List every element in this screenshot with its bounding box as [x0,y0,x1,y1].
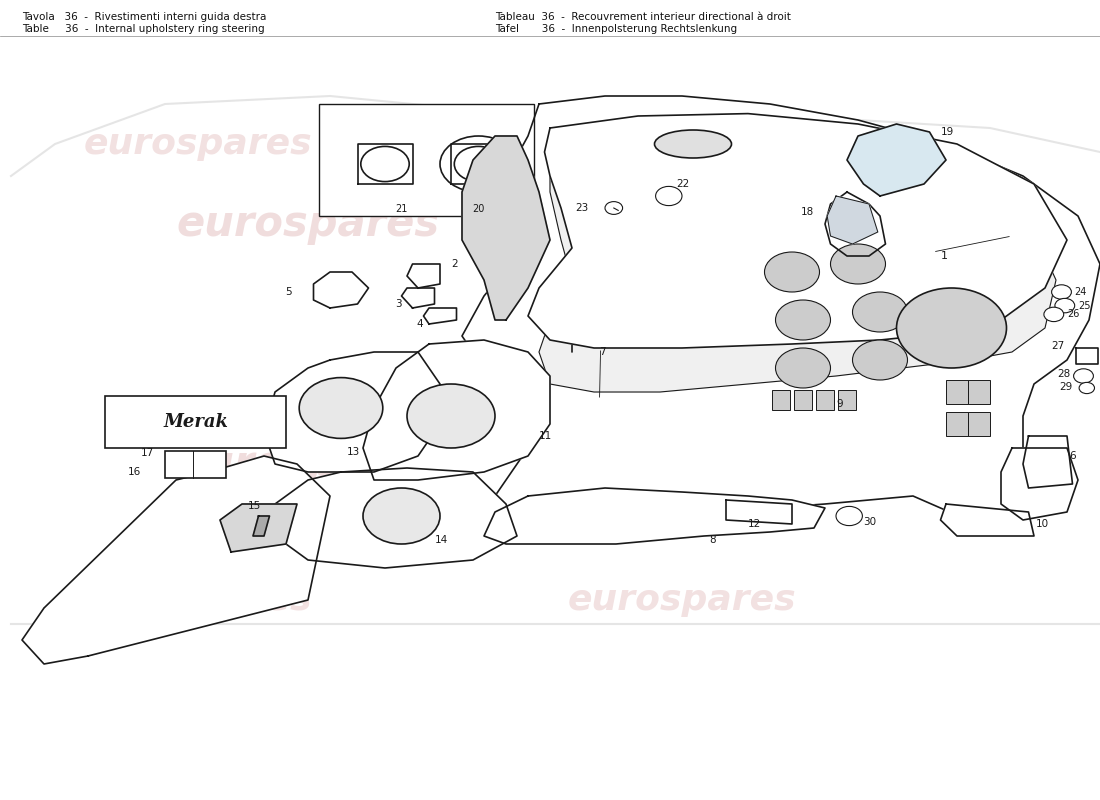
Circle shape [896,288,1006,368]
Bar [165,451,226,478]
Text: eurospares: eurospares [660,203,924,245]
Polygon shape [726,500,792,524]
Polygon shape [528,114,1067,348]
Circle shape [1052,285,1071,299]
Text: 4: 4 [417,319,424,329]
Text: 11: 11 [539,431,552,441]
Polygon shape [484,488,825,544]
Text: eurospares: eurospares [84,583,312,617]
Polygon shape [462,136,550,320]
Bar [104,396,286,448]
Text: 2: 2 [451,259,458,269]
Text: eurospares: eurospares [568,127,796,161]
Polygon shape [22,456,330,664]
Text: 30: 30 [864,518,877,527]
Bar [319,104,534,216]
Text: 16: 16 [128,467,141,477]
Bar [816,390,834,410]
Circle shape [363,488,440,544]
Text: eurospares: eurospares [176,203,440,245]
Circle shape [299,378,383,438]
Text: 5: 5 [285,287,292,297]
Circle shape [1079,382,1094,394]
Bar [838,390,856,410]
Bar [946,380,968,404]
Text: 19: 19 [940,127,954,137]
Text: eurospares: eurospares [660,443,924,485]
Polygon shape [220,504,297,552]
Text: 3: 3 [395,299,402,309]
Polygon shape [1023,436,1072,488]
Text: 15: 15 [248,501,261,510]
Text: 28: 28 [1057,370,1070,379]
Polygon shape [1076,348,1098,364]
Text: 14: 14 [434,535,448,545]
Polygon shape [402,288,434,308]
Circle shape [605,202,623,214]
Polygon shape [1001,448,1078,520]
Text: 23: 23 [575,203,589,213]
Text: 6: 6 [1069,451,1076,461]
Circle shape [776,348,830,388]
Text: 24: 24 [1075,287,1087,297]
Text: 12: 12 [748,519,761,529]
Circle shape [1055,298,1075,313]
Text: 26: 26 [1067,310,1079,319]
Circle shape [1074,369,1093,383]
Circle shape [776,300,830,340]
Circle shape [830,244,886,284]
Bar [968,412,990,436]
Text: 20: 20 [472,204,485,214]
Polygon shape [363,340,550,480]
Polygon shape [407,264,440,288]
Ellipse shape [654,130,732,158]
Polygon shape [462,96,1100,544]
Text: 1: 1 [940,251,947,261]
Circle shape [1044,307,1064,322]
Text: eurospares: eurospares [84,127,312,161]
Text: Table     36  -  Internal upholstery ring steering: Table 36 - Internal upholstery ring stee… [22,24,265,34]
Bar [946,412,968,436]
Text: Tavola   36  -  Rivestimenti interni guida destra: Tavola 36 - Rivestimenti interni guida d… [22,12,266,22]
Polygon shape [539,128,1056,392]
Circle shape [852,292,907,332]
Text: 18: 18 [801,207,814,217]
Text: 13: 13 [346,447,360,457]
Text: 27: 27 [1052,341,1065,350]
Circle shape [656,186,682,206]
Polygon shape [314,272,369,308]
Text: Tableau  36  -  Recouvrement interieur directional à droit: Tableau 36 - Recouvrement interieur dire… [495,12,791,22]
Text: 17: 17 [141,448,154,458]
Text: eurospares: eurospares [568,583,796,617]
Polygon shape [264,352,440,472]
Polygon shape [424,308,456,324]
Bar [794,390,812,410]
Polygon shape [847,124,946,196]
Text: 7: 7 [600,347,606,357]
Polygon shape [940,504,1034,536]
Text: 25: 25 [1078,301,1090,310]
Circle shape [764,252,820,292]
Text: 22: 22 [676,179,690,189]
Text: 29: 29 [1059,382,1072,392]
Polygon shape [275,468,517,568]
Bar [968,380,990,404]
Polygon shape [825,192,886,256]
Circle shape [852,340,907,380]
Polygon shape [827,196,878,244]
Circle shape [836,506,862,526]
Text: 10: 10 [1036,519,1049,529]
Text: Merak: Merak [163,414,229,431]
Text: 9: 9 [836,399,843,409]
Text: 8: 8 [710,535,716,545]
Text: Tafel       36  -  Innenpolsterung Rechtslenkung: Tafel 36 - Innenpolsterung Rechtslenkung [495,24,737,34]
Bar [772,390,790,410]
Circle shape [407,384,495,448]
Polygon shape [253,516,270,536]
Text: 21: 21 [395,204,408,214]
Text: eurospares: eurospares [176,443,440,485]
